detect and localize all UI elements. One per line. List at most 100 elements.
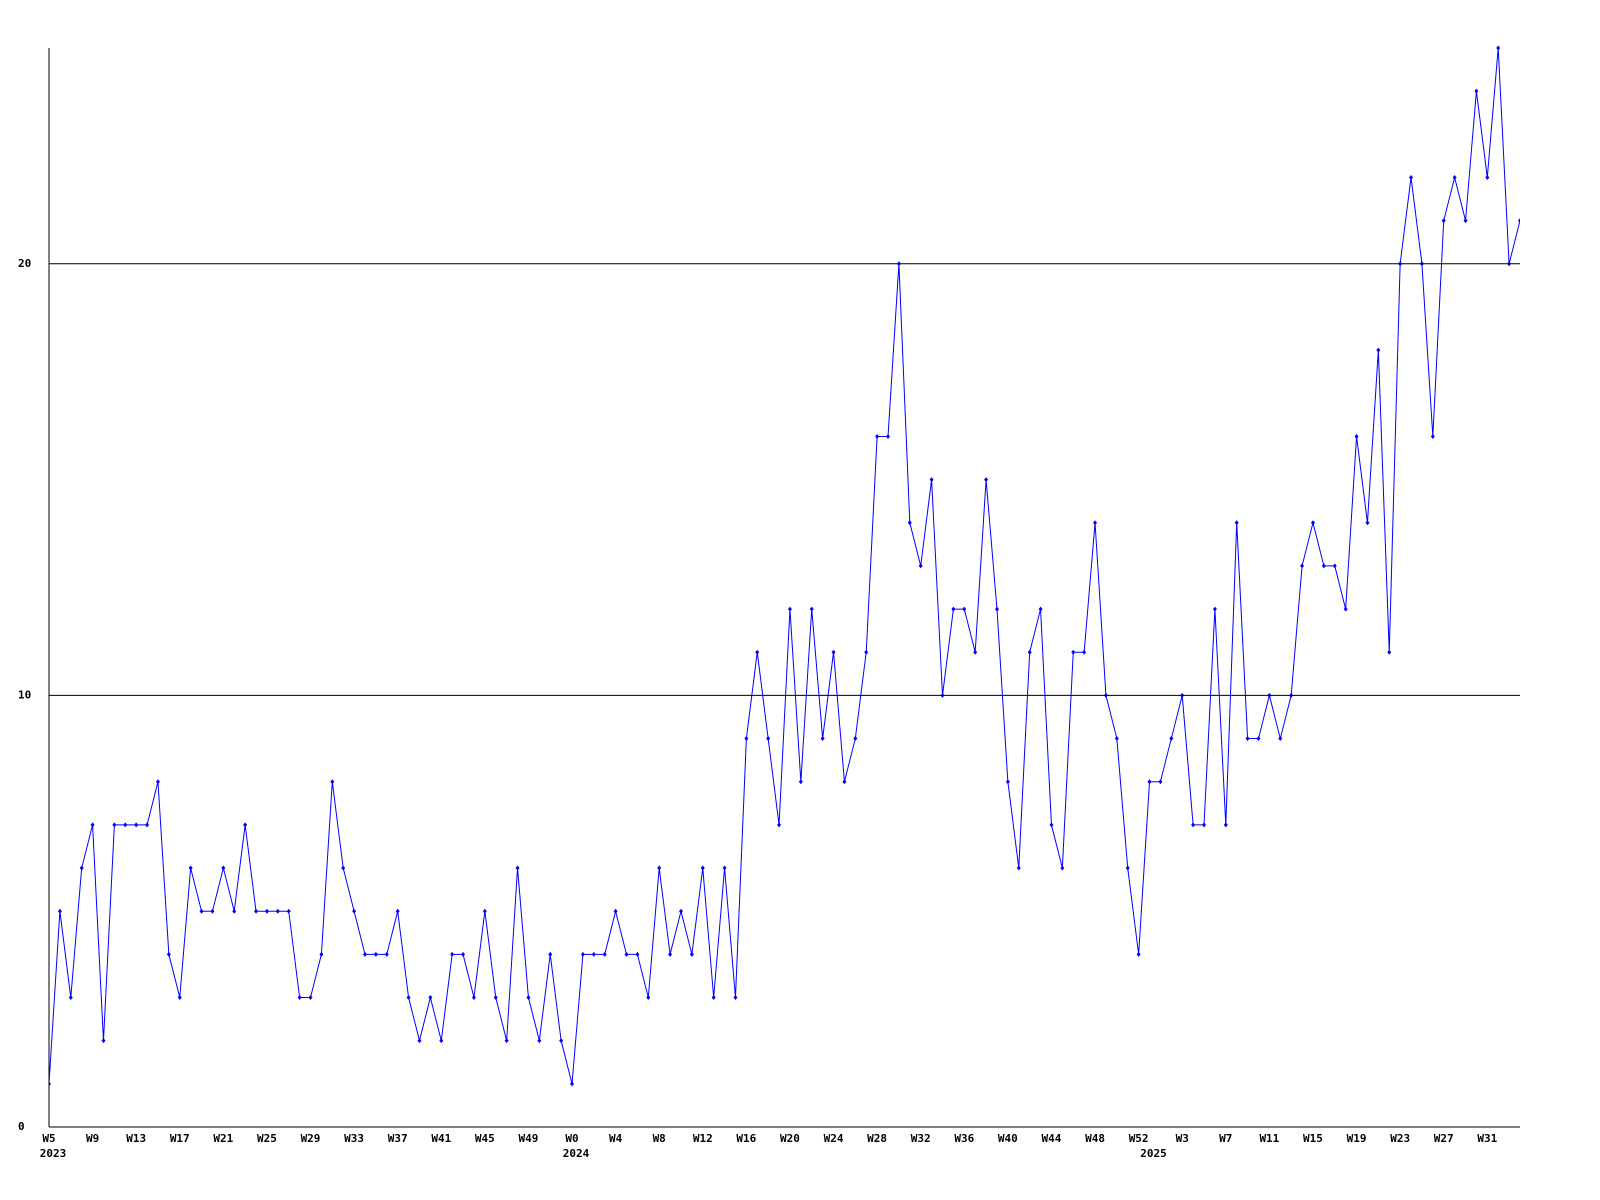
point-marker [744,736,749,742]
point-marker [591,951,596,957]
point-marker [101,1038,106,1044]
point-marker [68,995,73,1001]
point-marker [188,865,193,871]
point-marker [232,908,237,914]
x-tick-label: W45 [475,1132,495,1145]
point-marker [1202,822,1207,828]
point-marker [1049,822,1054,828]
point-marker [548,951,553,957]
point-marker [1474,88,1479,94]
point-marker [657,865,662,871]
point-marker [559,1038,564,1044]
point-marker [711,995,716,1001]
point-marker [1169,736,1174,742]
point-marker [428,995,433,1001]
x-tick-label: W21 [213,1132,233,1145]
point-marker [918,563,923,569]
point-marker [1191,822,1196,828]
x-tick-label: W28 [867,1132,887,1145]
x-tick-label: W4 [609,1132,623,1145]
point-marker [907,520,912,526]
point-marker [145,822,150,828]
point-marker [221,865,226,871]
point-marker [49,1081,51,1087]
x-tick-label: W8 [653,1132,666,1145]
point-marker [1343,606,1348,612]
point-marker [243,822,248,828]
x-tick-label: W24 [824,1132,844,1145]
point-marker [580,951,585,957]
x-tick-label: W19 [1347,1132,1367,1145]
point-marker [112,822,117,828]
point-marker [504,1038,509,1044]
point-marker [493,995,498,1001]
point-marker [352,908,357,914]
x-tick-label: W12 [693,1132,713,1145]
point-marker [864,649,869,655]
x-tick-label: W20 [780,1132,800,1145]
point-marker [90,822,95,828]
point-marker [1093,520,1098,526]
point-marker [646,995,651,1001]
point-marker [809,606,814,612]
point-marker [166,951,171,957]
plot-area [49,45,1520,1087]
point-marker [973,649,978,655]
point-marker [875,433,880,439]
point-marker [689,951,694,957]
point-marker [766,736,771,742]
point-marker [1256,736,1261,742]
point-marker [319,951,324,957]
point-marker [722,865,727,871]
x-tick-label: W0 [565,1132,578,1145]
point-marker [1354,433,1359,439]
point-marker [1441,218,1446,224]
x-year-label: 2023 [40,1147,67,1160]
point-marker [733,995,738,1001]
point-marker [984,477,989,483]
point-marker [668,951,673,957]
point-marker [123,822,128,828]
point-marker [341,865,346,871]
point-marker [417,1038,422,1044]
point-marker [199,908,204,914]
y-tick-label: 20 [18,257,31,270]
point-marker [1496,45,1501,51]
point-marker [831,649,836,655]
x-tick-label: W44 [1042,1132,1062,1145]
point-marker [777,822,782,828]
x-tick-label: W40 [998,1132,1018,1145]
point-marker [1027,649,1032,655]
point-marker [1016,865,1021,871]
x-tick-label: W49 [518,1132,538,1145]
point-marker [330,779,335,785]
x-tick-label: W27 [1434,1132,1454,1145]
x-tick-label: W13 [126,1132,146,1145]
x-tick-label: W25 [257,1132,277,1145]
x-tick-label: W52 [1129,1132,1149,1145]
x-tick-label: W16 [736,1132,756,1145]
point-marker [1485,174,1490,180]
point-marker [678,908,683,914]
point-marker [755,649,760,655]
point-marker [275,908,280,914]
point-marker [210,908,215,914]
point-marker [1147,779,1152,785]
point-marker [798,779,803,785]
point-marker [1158,779,1163,785]
x-tick-label: W41 [431,1132,451,1145]
x-tick-label: W9 [86,1132,99,1145]
x-tick-label: W5 [42,1132,55,1145]
point-marker [406,995,411,1001]
point-marker [1060,865,1065,871]
point-marker [624,951,629,957]
x-tick-label: W37 [388,1132,408,1145]
y-tick-label: 0 [18,1120,25,1133]
point-marker [700,865,705,871]
point-marker [177,995,182,1001]
point-marker [1278,736,1283,742]
point-marker [635,951,640,957]
point-marker [526,995,531,1001]
point-marker [134,822,139,828]
